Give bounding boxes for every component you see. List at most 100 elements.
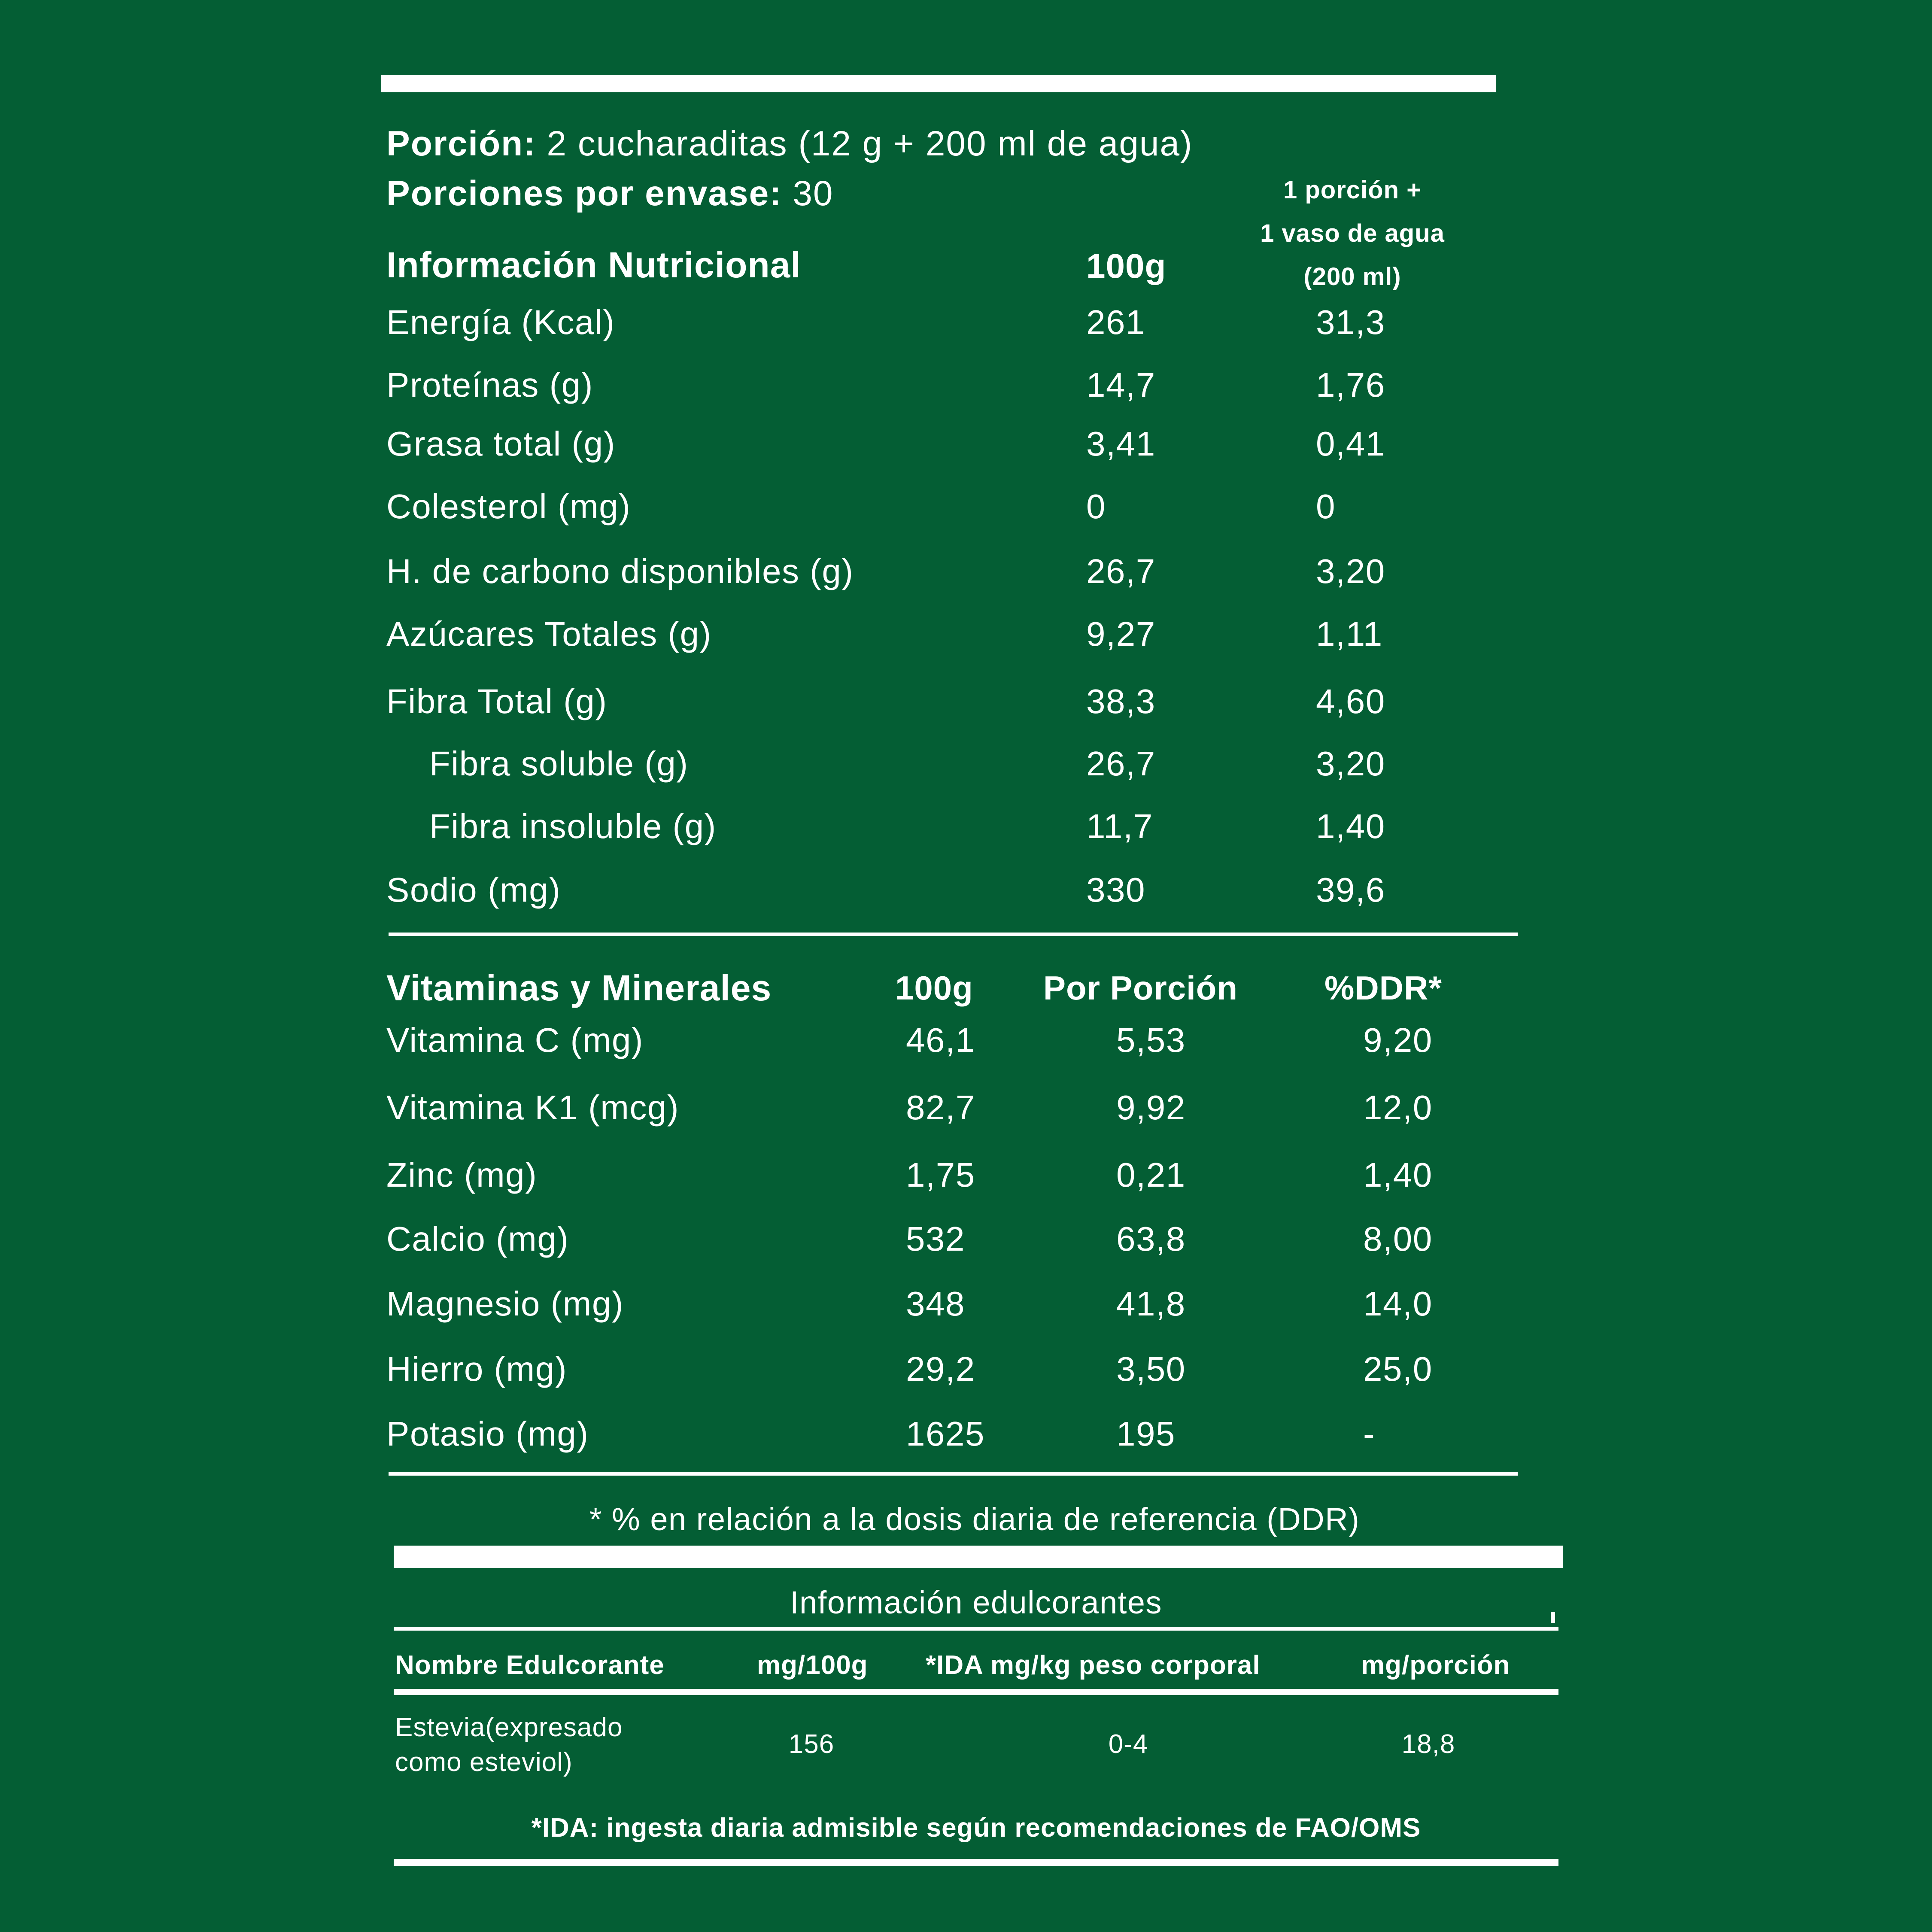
row-label: Calcio (mg): [386, 1220, 569, 1258]
row-value-portion: 1,40: [1316, 807, 1385, 845]
nutrition-table-title: Información Nutricional: [386, 245, 801, 285]
row-value-100g: 348: [906, 1285, 965, 1323]
row-value-100g: 261: [1086, 303, 1145, 341]
per-portion-header-line2: 1 vaso de agua: [1260, 219, 1445, 247]
table-row-potasio: Potasio (mg) 1625 195 -: [386, 1412, 1563, 1456]
row-label: Fibra soluble (g): [429, 744, 689, 783]
row-value-portion: 1,11: [1316, 615, 1383, 653]
row-label: Proteínas (g): [386, 366, 593, 404]
table-row-sodio: Sodio (mg) 330 39,6: [386, 868, 1563, 912]
per-portion-header-line1: 1 porción +: [1283, 176, 1422, 204]
row-value-portion: 0: [1316, 487, 1336, 526]
row-value-portion: 1,76: [1316, 366, 1385, 404]
row-value-100g: 1625: [906, 1415, 985, 1453]
row-value-portion: 195: [1116, 1415, 1176, 1453]
bottom-divider-bar: [394, 1859, 1558, 1866]
row-value-100g: 38,3: [1086, 682, 1156, 720]
sweetener-ida-value: 0-4: [1108, 1729, 1148, 1759]
row-label: Energía (Kcal): [386, 303, 615, 341]
row-value-ddr: -: [1363, 1415, 1376, 1453]
row-value-portion: 63,8: [1116, 1220, 1186, 1258]
row-value-100g: 46,1: [906, 1021, 975, 1059]
row-value-ddr: 12,0: [1363, 1088, 1433, 1127]
row-value-ddr: 1,40: [1363, 1156, 1433, 1194]
row-value-ddr: 9,20: [1363, 1021, 1433, 1059]
row-value-portion: 3,50: [1116, 1350, 1186, 1388]
table-row-fibra-total: Fibra Total (g) 38,3 4,60: [386, 679, 1563, 724]
ida-footnote: *IDA: ingesta diaria admisible según rec…: [531, 1813, 1421, 1843]
table-row-magnesio: Magnesio (mg) 348 41,8 14,0: [386, 1282, 1563, 1326]
row-label: Fibra Total (g): [386, 682, 608, 720]
row-label: Grasa total (g): [386, 425, 616, 463]
row-label: Potasio (mg): [386, 1415, 589, 1453]
row-value-portion: 41,8: [1116, 1285, 1186, 1323]
sweetener-ida-column-header: *IDA mg/kg peso corporal: [926, 1650, 1261, 1680]
sweeteners-section-title: Información edulcorantes: [790, 1585, 1162, 1620]
sweetener-mgportion-value: 18,8: [1401, 1729, 1455, 1759]
table-row-azucares: Azúcares Totales (g) 9,27 1,11: [386, 612, 1563, 656]
row-label: Fibra insoluble (g): [429, 807, 717, 845]
row-label: Zinc (mg): [386, 1156, 538, 1194]
table-row-vitamina-c: Vitamina C (mg) 46,1 5,53 9,20: [386, 1018, 1563, 1063]
per-portion-header-line3: (200 ml): [1303, 263, 1401, 291]
row-label: Magnesio (mg): [386, 1285, 624, 1323]
servings-per-container-line: Porciones por envase: 30: [386, 171, 834, 216]
sweetener-name-line2: como esteviol): [395, 1747, 573, 1777]
row-value-100g: 1,75: [906, 1156, 975, 1194]
vitamins-table-title: Vitaminas y Minerales: [386, 968, 772, 1008]
row-value-ddr: 25,0: [1363, 1350, 1433, 1388]
table-row-grasa-total: Grasa total (g) 3,41 0,41: [386, 422, 1563, 466]
sweetener-mg100g-value: 156: [788, 1729, 835, 1759]
table-row-carbohidratos: H. de carbono disponibles (g) 26,7 3,20: [386, 549, 1563, 594]
row-value-100g: 330: [1086, 871, 1145, 909]
row-label: Hierro (mg): [386, 1350, 567, 1388]
row-label: Colesterol (mg): [386, 487, 631, 526]
serving-size-line: Porción: 2 cucharaditas (12 g + 200 ml d…: [386, 122, 1193, 166]
row-value-portion: 3,20: [1316, 744, 1385, 783]
row-value-100g: 9,27: [1086, 615, 1156, 653]
serving-size-value: 2 cucharaditas (12 g + 200 ml de agua): [547, 124, 1193, 163]
vitamins-col-ddr-header: %DDR*: [1324, 969, 1442, 1007]
per-100g-column-header: 100g: [1086, 247, 1166, 285]
row-label: H. de carbono disponibles (g): [386, 552, 854, 590]
row-value-100g: 3,41: [1086, 425, 1156, 463]
servings-per-container-label: Porciones por envase:: [386, 174, 793, 213]
table-row-hierro: Hierro (mg) 29,2 3,50 25,0: [386, 1347, 1563, 1391]
sweetener-name-line1: Estevia(expresado: [395, 1713, 623, 1742]
row-value-portion: 0,41: [1316, 425, 1385, 463]
ddr-footnote: * % en relación a la dosis diaria de ref…: [589, 1501, 1360, 1537]
table-row-calcio: Calcio (mg) 532 63,8 8,00: [386, 1217, 1563, 1261]
row-value-portion: 31,3: [1316, 303, 1385, 341]
middle-divider-bar: [394, 1546, 1563, 1568]
table-row-fibra-soluble: Fibra soluble (g) 26,7 3,20: [386, 741, 1563, 786]
sweeteners-title-divider: [394, 1627, 1558, 1631]
sweetener-mgportion-column-header: mg/porción: [1361, 1650, 1510, 1680]
row-label: Vitamina K1 (mcg): [386, 1088, 680, 1127]
sweeteners-header-row: Nombre Edulcorante mg/100g *IDA mg/kg pe…: [386, 1643, 1563, 1688]
row-label: Sodio (mg): [386, 871, 561, 909]
table-row-colesterol: Colesterol (mg) 0 0: [386, 484, 1563, 529]
divider-end-tick: [1551, 1612, 1555, 1623]
vitamins-col-portion-header: Por Porción: [1043, 969, 1238, 1007]
row-value-100g: 26,7: [1086, 744, 1156, 783]
serving-size-label: Porción:: [386, 124, 547, 163]
row-value-100g: 26,7: [1086, 552, 1156, 590]
row-value-portion: 5,53: [1116, 1021, 1186, 1059]
row-value-100g: 14,7: [1086, 366, 1156, 404]
per-portion-column-header: 1 porción + 1 vaso de agua (200 ml): [1211, 168, 1494, 298]
table-row-proteinas: Proteínas (g) 14,7 1,76: [386, 363, 1563, 407]
vitamins-table-bottom-divider: [389, 1472, 1518, 1476]
row-value-ddr: 8,00: [1363, 1220, 1433, 1258]
row-value-100g: 11,7: [1086, 807, 1153, 845]
row-label: Azúcares Totales (g): [386, 615, 712, 653]
row-value-100g: 532: [906, 1220, 965, 1258]
table-row-energia: Energía (Kcal) 261 31,3: [386, 300, 1563, 345]
nutrition-table-bottom-divider: [389, 933, 1518, 936]
sweeteners-header-divider: [394, 1689, 1558, 1695]
row-value-portion: 0,21: [1116, 1156, 1186, 1194]
row-value-portion: 39,6: [1316, 871, 1385, 909]
table-row-vitamina-k1: Vitamina K1 (mcg) 82,7 9,92 12,0: [386, 1085, 1563, 1130]
top-divider-bar: [381, 75, 1496, 92]
row-value-100g: 0: [1086, 487, 1106, 526]
